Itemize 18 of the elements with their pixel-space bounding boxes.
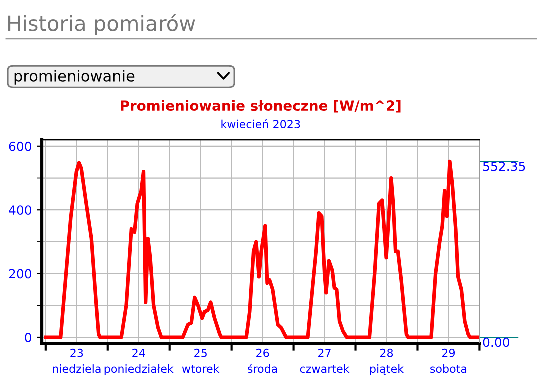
x-tick-label: 26 środa — [248, 348, 278, 374]
y-tick-label: 0 — [25, 332, 32, 342]
x-tick-label: 25 wtorek — [182, 348, 220, 374]
chart-title: Promieniowanie słoneczne [W/m^2] — [121, 100, 401, 113]
x-tick-label: 29 sobota — [430, 348, 467, 374]
x-tick-label: 24 poniedziałek — [104, 348, 174, 376]
text: Historia pomiarów — [8, 14, 196, 36]
x-tick-label: 23 niedziela — [53, 348, 101, 374]
y-tick-label: 200 — [9, 269, 32, 279]
y2-tick-label: 0.00 — [483, 338, 510, 348]
x-tick-label: 27 czwartek — [300, 348, 350, 374]
y2-tick-label: 552.35 — [483, 162, 526, 172]
x-tick-label: 28 piątek — [370, 348, 404, 376]
text: promieniowanie — [14, 70, 135, 85]
chart-subtitle: kwiecień 2023 — [222, 119, 300, 129]
line-series — [44, 160, 480, 340]
y-tick-label: 400 — [9, 206, 32, 216]
y-tick-label: 600 — [9, 142, 32, 152]
